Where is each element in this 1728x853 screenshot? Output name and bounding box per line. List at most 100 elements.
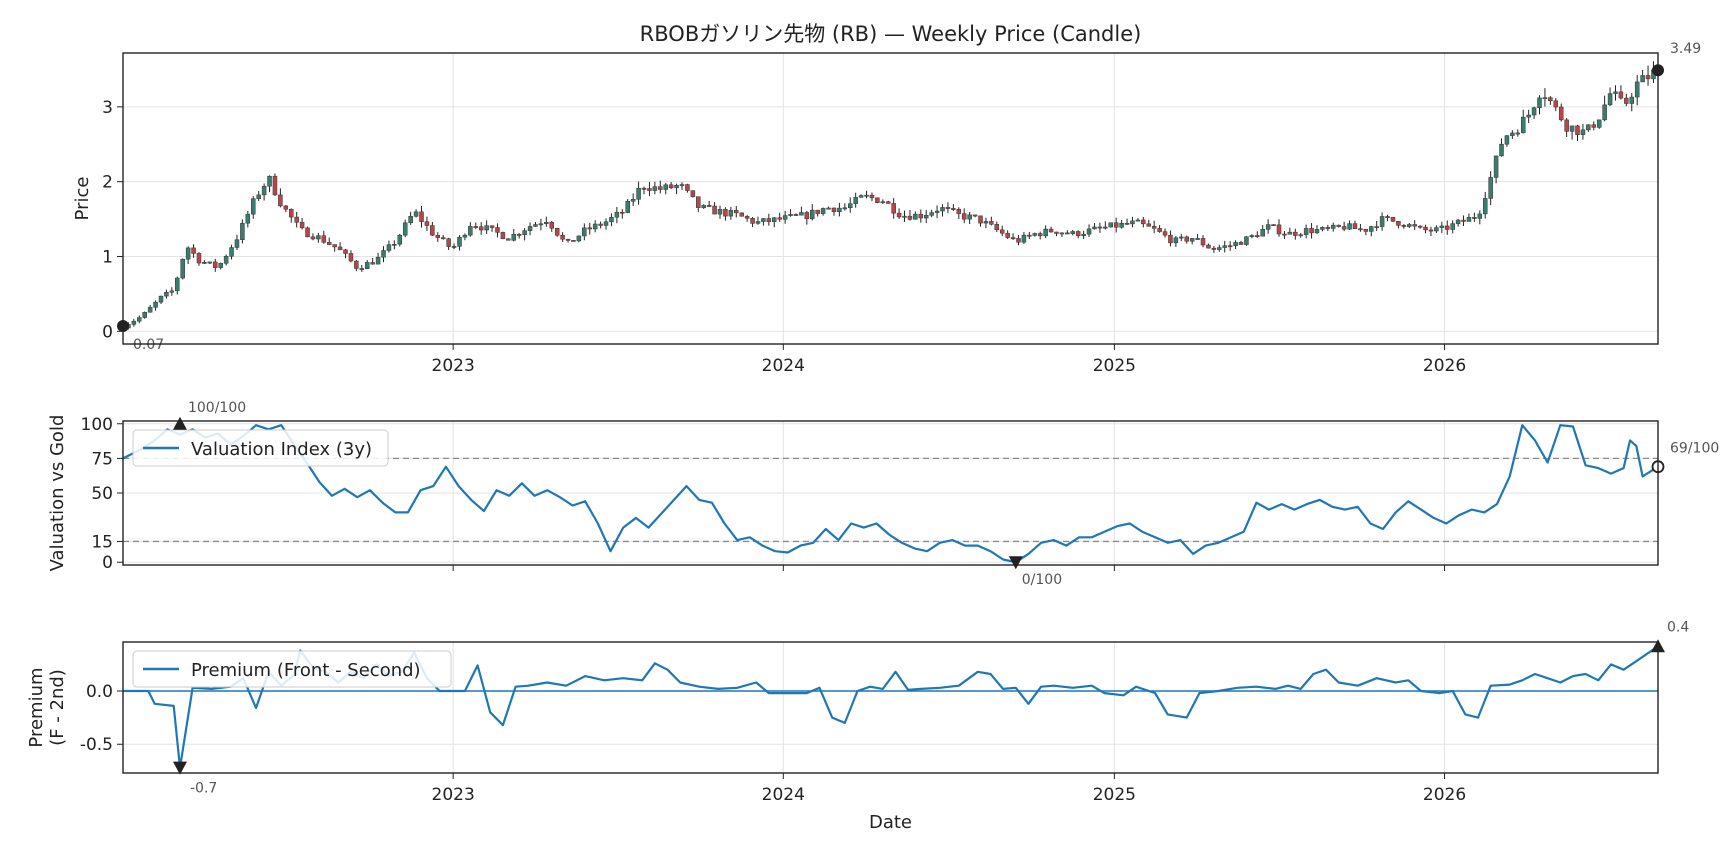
extreme-marker: [172, 761, 187, 775]
candle-body: [1439, 225, 1445, 228]
candle-body: [1407, 224, 1412, 227]
candle-body: [1363, 229, 1369, 232]
candle-body: [511, 234, 517, 241]
candle-body: [223, 256, 229, 264]
candle-body: [408, 216, 413, 224]
candle-body: [869, 194, 875, 199]
candle-body: [234, 239, 240, 248]
candle-body: [761, 218, 766, 222]
candle-body: [1200, 238, 1206, 246]
x-tick-label: 2025: [1093, 785, 1136, 805]
candle-body: [1070, 231, 1076, 234]
candle-body: [961, 213, 967, 220]
legend-box: [132, 429, 389, 467]
candle-body: [278, 194, 283, 207]
candle-body: [750, 218, 755, 224]
candle-body: [1027, 234, 1032, 237]
candle-body: [1634, 81, 1640, 98]
candle-body: [392, 243, 397, 246]
candle-body: [527, 226, 533, 231]
candle-body: [538, 223, 544, 226]
candle-body: [913, 213, 918, 220]
annotation-label: 100/100: [188, 400, 246, 416]
candle-body: [999, 229, 1005, 234]
candle-body: [777, 217, 782, 220]
candle-body: [240, 222, 245, 240]
candle-body: [1195, 238, 1200, 240]
annotation-max-label: 3.49: [1670, 41, 1701, 57]
candle-body: [1059, 232, 1065, 235]
candle-body: [473, 226, 479, 228]
candle-body: [674, 185, 679, 189]
candle-body: [1466, 217, 1472, 222]
candle-body: [175, 277, 180, 292]
candle-body: [1157, 228, 1162, 232]
candle-body: [1124, 222, 1130, 225]
candle-body: [1434, 227, 1439, 232]
candle-body: [1298, 234, 1303, 237]
candle-body: [1423, 226, 1428, 231]
y-axis-label: Valuation vs Gold: [47, 415, 68, 572]
x-tick-label: 2023: [432, 785, 475, 805]
candle-body: [478, 226, 484, 231]
axes-frame: [122, 420, 1659, 566]
candle-body: [907, 215, 913, 220]
candle-body: [592, 223, 598, 230]
candle-body: [1168, 234, 1173, 244]
candle-body: [288, 208, 294, 218]
candle-body: [489, 225, 495, 228]
candle-body: [1130, 220, 1135, 225]
candle-body: [435, 234, 441, 238]
candle-body: [582, 227, 587, 237]
candle-body: [484, 225, 489, 231]
axes-frame: [122, 52, 1659, 345]
candle-body: [1396, 221, 1401, 226]
candle-body: [1412, 224, 1417, 227]
candle-body: [1542, 97, 1548, 100]
candle-body: [1455, 219, 1461, 224]
candle-body: [397, 234, 403, 245]
candle-body: [1482, 198, 1488, 215]
candle-body: [402, 222, 408, 236]
candle-body: [506, 238, 511, 241]
candle-body: [1293, 231, 1298, 236]
candle-body: [1493, 155, 1499, 178]
candle-body: [701, 205, 706, 208]
candle-body: [245, 213, 251, 224]
candle-body: [820, 208, 826, 214]
candle-body: [918, 213, 924, 219]
candle-body: [386, 244, 392, 251]
candle-body: [614, 211, 620, 218]
candle-body: [1097, 226, 1103, 229]
x-tick-label: 2024: [762, 785, 805, 805]
candle-body: [896, 212, 902, 218]
candle-body: [1151, 226, 1157, 229]
candle-body: [446, 238, 451, 247]
candle-body: [1586, 124, 1591, 131]
candle-body: [164, 292, 169, 297]
candle-body: [658, 186, 663, 190]
candle-body: [137, 317, 142, 322]
x-tick-label: 2026: [1423, 785, 1466, 805]
candle-body: [316, 235, 321, 240]
candle-body: [620, 211, 625, 214]
candle-body: [587, 227, 592, 230]
candle-body: [430, 225, 435, 236]
candle-body: [1607, 93, 1613, 106]
candle-body: [1227, 245, 1233, 248]
legend-label: Premium (Front - Second): [191, 660, 421, 681]
candle-body: [636, 187, 641, 200]
candle-body: [1379, 216, 1385, 227]
candle-body: [1352, 223, 1358, 229]
candle-body: [180, 258, 185, 279]
candle-body: [495, 227, 500, 233]
annotation-label: 0/100: [1022, 572, 1062, 588]
candle-body: [1179, 236, 1184, 239]
y-tick-label: 50: [91, 484, 113, 504]
candle-body: [131, 320, 137, 325]
candle-body: [1303, 228, 1309, 235]
candle-body: [1271, 224, 1276, 227]
candle-body: [370, 262, 375, 265]
candle-body: [598, 223, 603, 226]
candle-body: [305, 227, 310, 238]
